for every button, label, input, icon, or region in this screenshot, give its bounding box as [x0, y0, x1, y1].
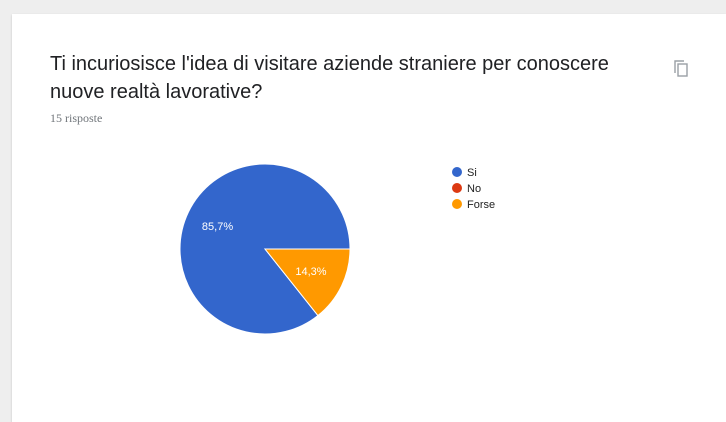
pie-chart: 85,7% 14,3% Si No Forse	[179, 163, 495, 335]
legend-marker-forse	[452, 199, 462, 209]
slice-value-label: 14,3%	[295, 266, 326, 278]
legend-label-si[interactable]: Si	[467, 167, 477, 179]
response-summary-card: Ti incuriosisce l'idea di visitare azien…	[12, 14, 726, 422]
copy-icon	[674, 60, 688, 77]
response-count: 15 risposte	[50, 111, 103, 125]
copy-chart-button[interactable]	[671, 58, 693, 80]
question-title: Ti incuriosisce l'idea di visitare azien…	[50, 53, 609, 103]
chart-legend: Si No Forse	[452, 167, 495, 211]
legend-label-no[interactable]: No	[467, 183, 481, 195]
slice-value-label: 85,7%	[202, 221, 233, 233]
legend-marker-no	[452, 183, 462, 193]
legend-marker-si	[452, 167, 462, 177]
legend-label-forse[interactable]: Forse	[467, 199, 495, 211]
pie-slices	[179, 163, 351, 335]
pie-slice-labels: 85,7% 14,3%	[202, 221, 327, 278]
pie-slice-forse[interactable]	[263, 248, 351, 317]
